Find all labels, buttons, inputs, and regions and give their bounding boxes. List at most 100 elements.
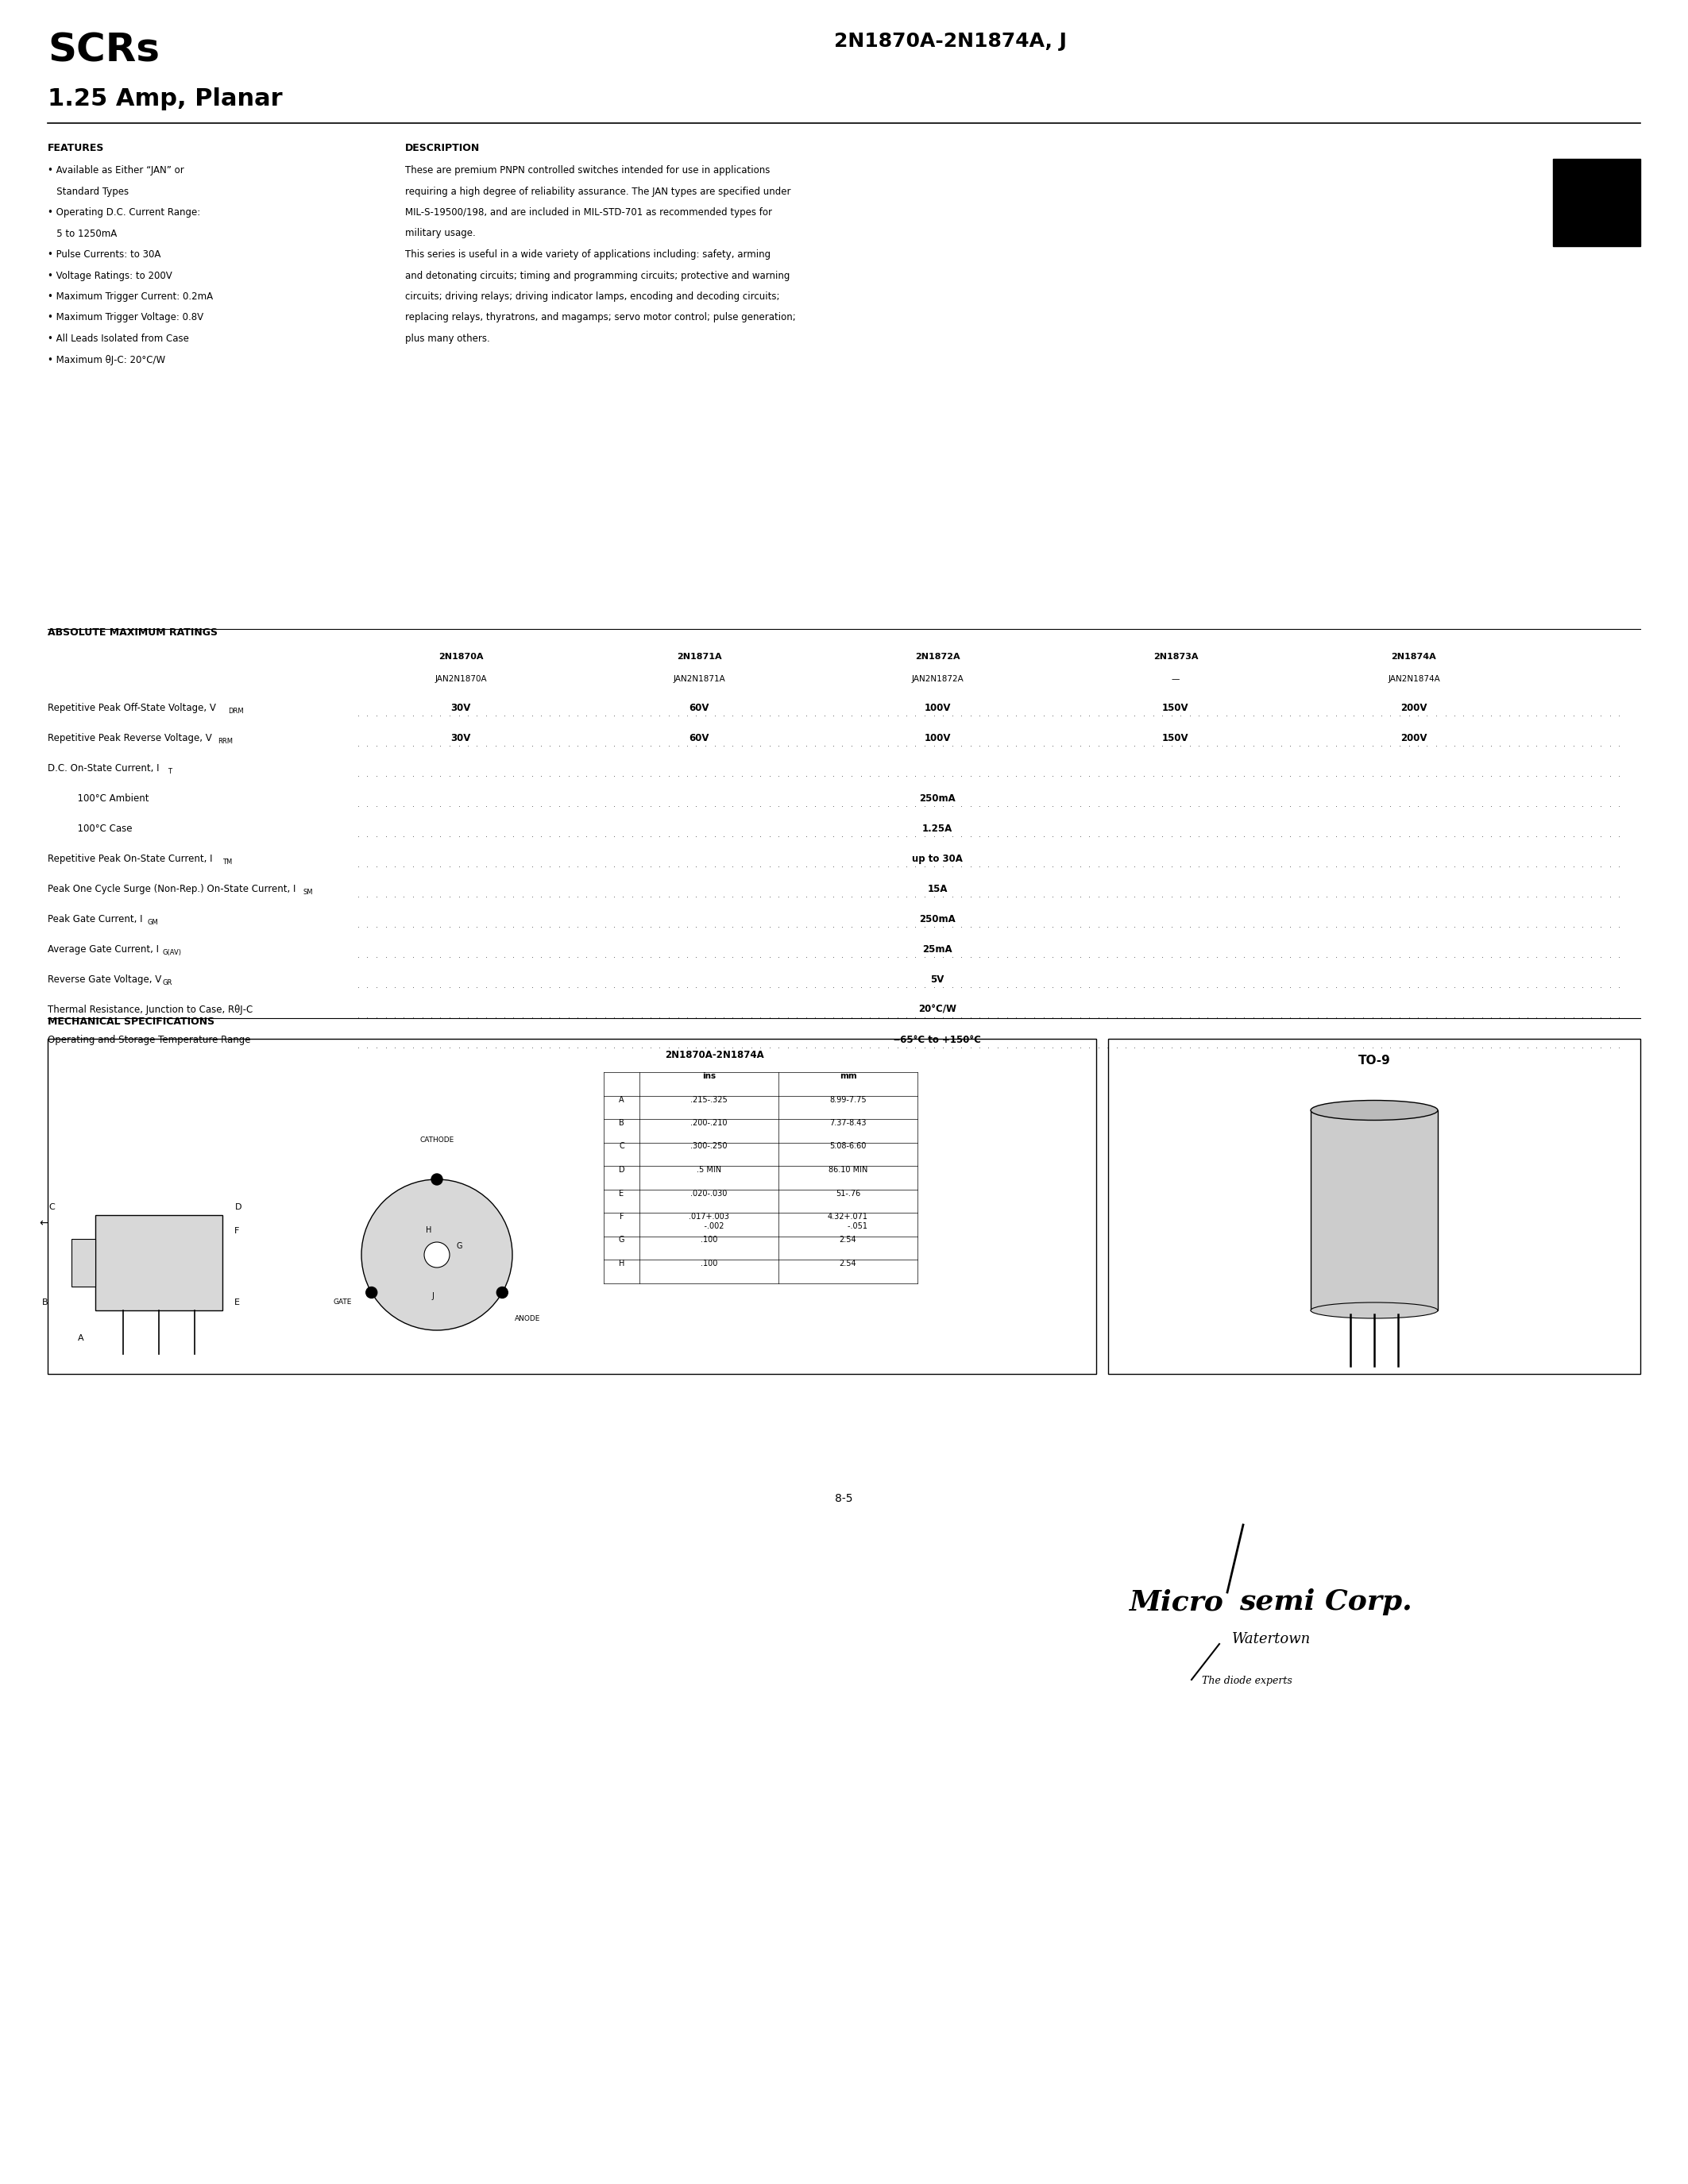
Text: .: . <box>1344 860 1347 869</box>
Text: .: . <box>1298 952 1301 959</box>
Text: .: . <box>1280 802 1283 808</box>
Text: .: . <box>1116 922 1117 928</box>
Text: .: . <box>1097 891 1101 900</box>
Text: .: . <box>567 981 571 989</box>
Text: .: . <box>1107 922 1109 928</box>
Text: .: . <box>1070 830 1072 839</box>
Text: .: . <box>888 1011 890 1020</box>
Text: .: . <box>522 830 525 839</box>
Text: .: . <box>722 891 726 900</box>
Text: .: . <box>549 1042 552 1051</box>
Text: .: . <box>468 740 469 749</box>
Text: .: . <box>1491 830 1492 839</box>
Text: .: . <box>1491 922 1492 928</box>
Text: .: . <box>449 891 451 900</box>
Text: .: . <box>805 981 807 989</box>
Text: .: . <box>1134 922 1136 928</box>
Text: .: . <box>1435 981 1438 989</box>
Text: .: . <box>1107 860 1109 869</box>
Text: .: . <box>1107 830 1109 839</box>
Text: .: . <box>1198 981 1200 989</box>
Text: These are premium PNPN controlled switches intended for use in applications: These are premium PNPN controlled switch… <box>405 166 770 175</box>
Text: .: . <box>1025 922 1026 928</box>
Text: .: . <box>1170 922 1173 928</box>
Text: .: . <box>1107 891 1109 900</box>
Text: .: . <box>805 771 807 778</box>
Text: .: . <box>641 952 643 959</box>
Text: .: . <box>905 981 908 989</box>
Text: .: . <box>1124 830 1128 839</box>
Text: .: . <box>805 922 807 928</box>
Text: .: . <box>687 802 689 808</box>
Text: .: . <box>412 771 415 778</box>
Text: .: . <box>522 802 525 808</box>
Text: .: . <box>577 952 579 959</box>
Text: .: . <box>749 1042 753 1051</box>
Text: MECHANICAL SPECIFICATIONS: MECHANICAL SPECIFICATIONS <box>47 1016 214 1026</box>
Text: .: . <box>797 802 798 808</box>
Text: .: . <box>586 1042 587 1051</box>
Text: .: . <box>449 802 451 808</box>
Text: .: . <box>1545 981 1548 989</box>
Text: .: . <box>1389 740 1393 749</box>
Text: .: . <box>457 740 461 749</box>
Text: .: . <box>695 952 697 959</box>
Text: .: . <box>942 710 945 719</box>
Text: .: . <box>1435 802 1438 808</box>
Text: .: . <box>851 981 852 989</box>
Text: .: . <box>905 860 908 869</box>
Text: .: . <box>878 710 881 719</box>
Text: CATHODE: CATHODE <box>420 1136 454 1142</box>
Text: .: . <box>1325 1042 1328 1051</box>
Text: .: . <box>412 981 415 989</box>
Text: .: . <box>1335 952 1337 959</box>
Text: and detonating circuits; timing and programming circuits; protective and warning: and detonating circuits; timing and prog… <box>405 271 790 282</box>
Text: .: . <box>905 1011 908 1020</box>
Text: .: . <box>1317 771 1318 778</box>
Text: .: . <box>567 1011 571 1020</box>
Text: .: . <box>1362 891 1364 900</box>
Text: .: . <box>658 771 662 778</box>
Text: .: . <box>979 922 981 928</box>
Text: .: . <box>532 981 533 989</box>
Text: .: . <box>741 922 743 928</box>
Text: .: . <box>1536 740 1538 749</box>
Text: .: . <box>1252 830 1256 839</box>
Text: .: . <box>1097 1042 1101 1051</box>
Text: .: . <box>1116 891 1117 900</box>
Text: .: . <box>457 710 461 719</box>
Text: .: . <box>1107 771 1109 778</box>
Text: .: . <box>1445 1042 1447 1051</box>
Text: .: . <box>1006 1011 1008 1020</box>
Text: .: . <box>1381 952 1382 959</box>
Text: .: . <box>1263 830 1264 839</box>
Text: .: . <box>430 710 432 719</box>
Text: .: . <box>641 771 643 778</box>
Text: .: . <box>476 740 479 749</box>
Text: .: . <box>594 710 598 719</box>
Text: .: . <box>859 981 863 989</box>
Text: .: . <box>805 860 807 869</box>
Text: .: . <box>1573 802 1575 808</box>
Text: .: . <box>1263 1011 1264 1020</box>
Text: .: . <box>439 891 442 900</box>
Text: .: . <box>658 802 662 808</box>
Text: .: . <box>1362 710 1364 719</box>
Text: .: . <box>1052 740 1053 749</box>
Text: .: . <box>1463 830 1465 839</box>
Text: .: . <box>733 860 734 869</box>
Text: .: . <box>532 952 533 959</box>
Text: .: . <box>832 891 836 900</box>
Text: .: . <box>668 981 670 989</box>
Text: .: . <box>998 740 999 749</box>
Text: .: . <box>468 771 469 778</box>
Text: .: . <box>567 860 571 869</box>
Text: .: . <box>1060 1011 1063 1020</box>
Text: .: . <box>449 922 451 928</box>
Text: .: . <box>987 740 991 749</box>
Text: .: . <box>1335 802 1337 808</box>
Text: .: . <box>1198 922 1200 928</box>
Text: GR: GR <box>162 978 172 987</box>
Text: .: . <box>695 1011 697 1020</box>
Text: .: . <box>1014 1042 1018 1051</box>
